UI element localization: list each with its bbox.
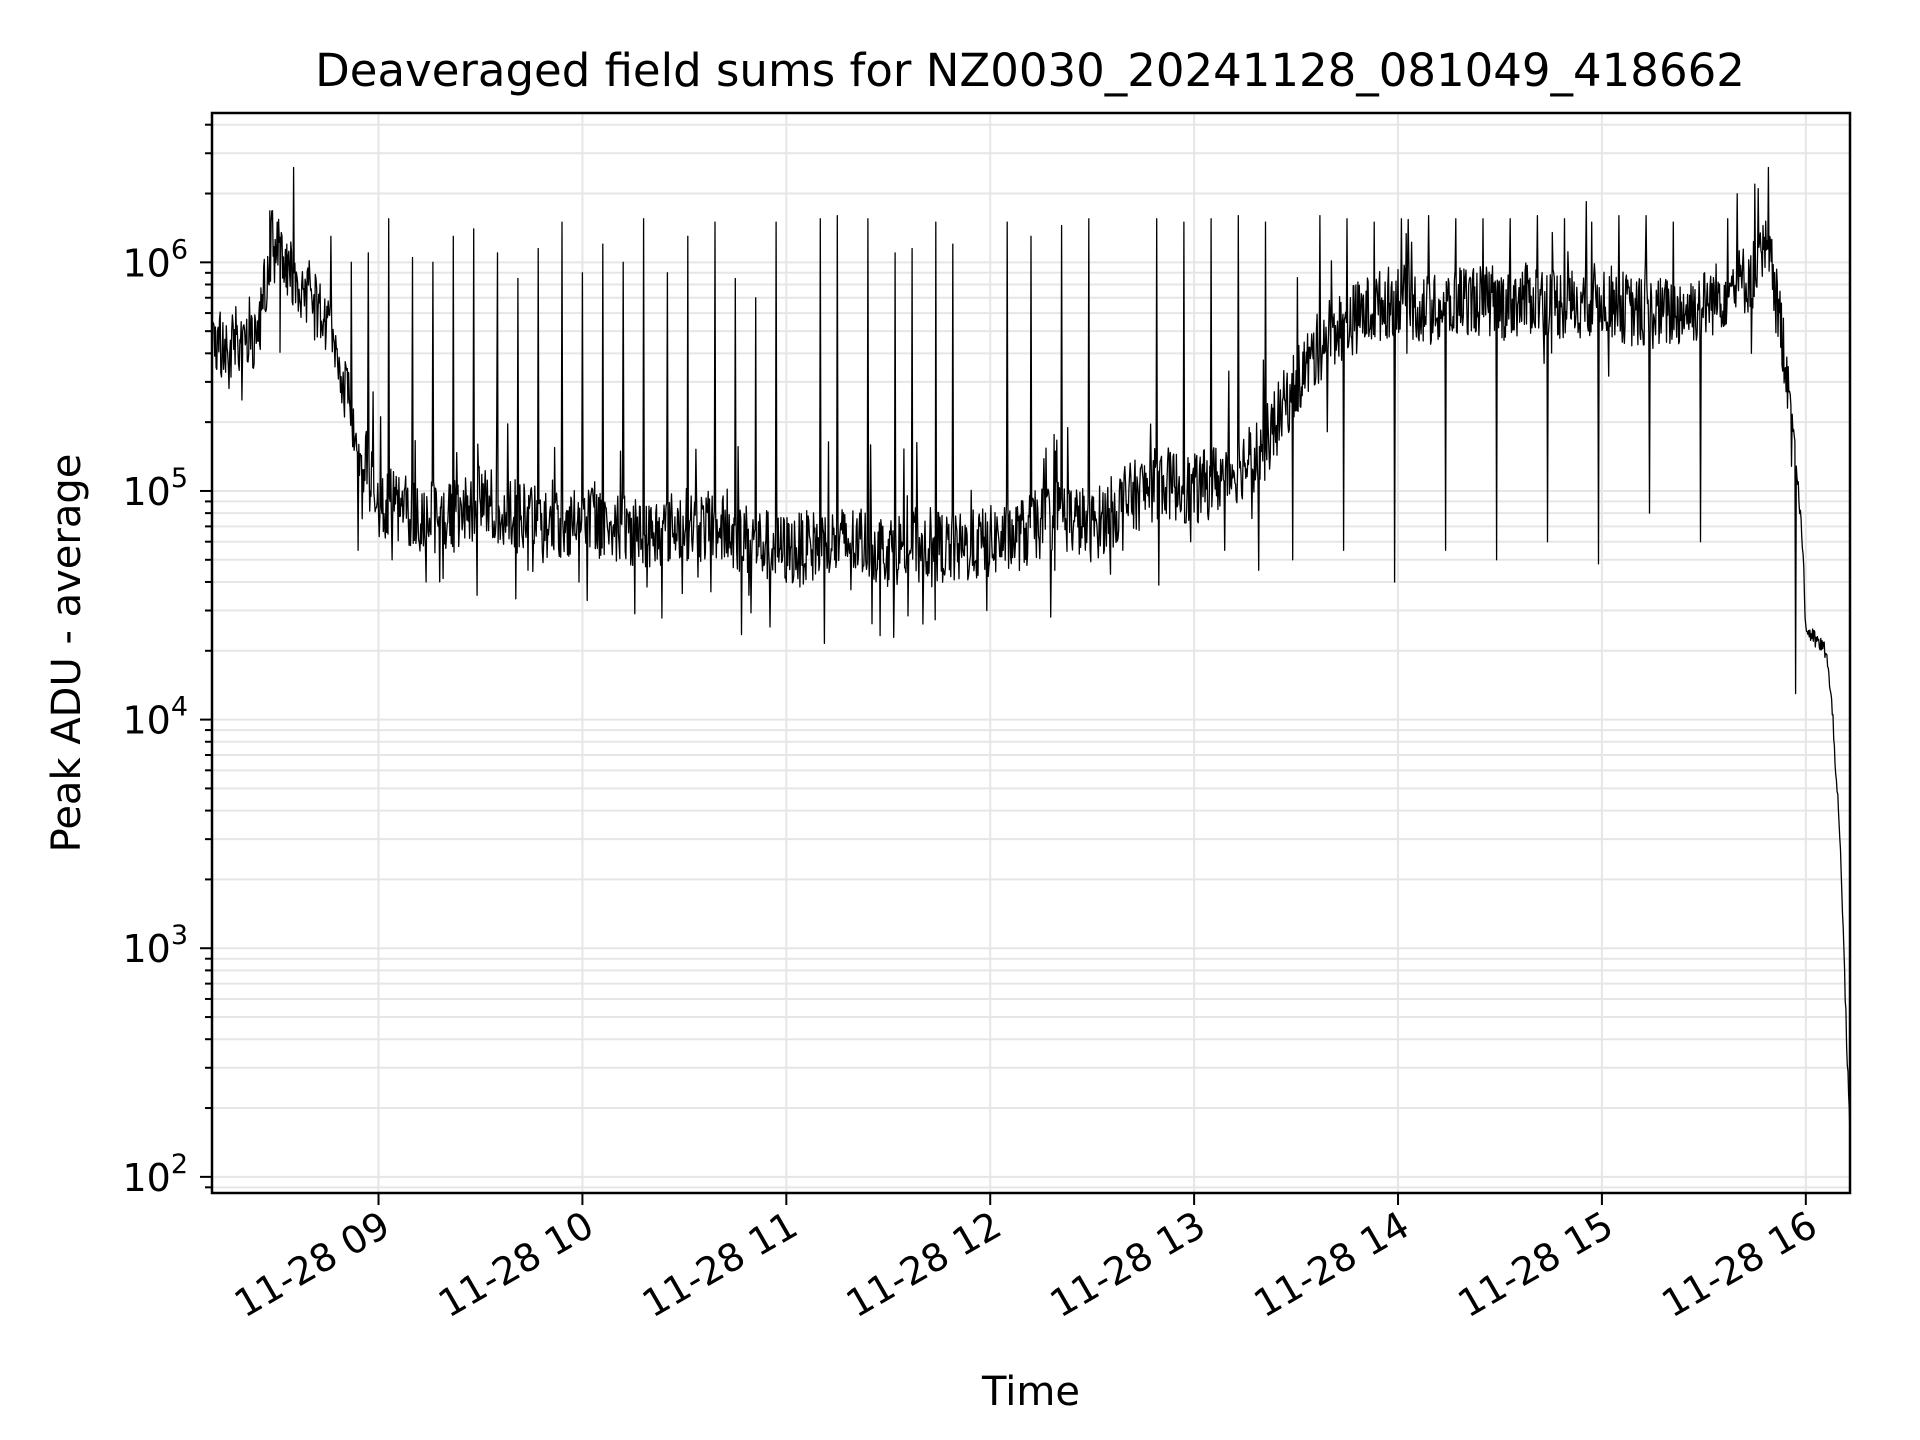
- x-tick-label: 11-28 16: [1654, 1203, 1824, 1327]
- data-series-layer: [211, 166, 1851, 1137]
- x-tick-label: 11-28 14: [1247, 1203, 1417, 1327]
- series-line: [211, 166, 1851, 1137]
- x-tick-label: 11-28 09: [227, 1203, 397, 1327]
- y-tick-label: 103: [122, 920, 188, 971]
- x-tick-label: 11-28 12: [839, 1203, 1009, 1327]
- y-axis-label: Peak ADU - average: [44, 454, 90, 853]
- y-tick-label: 104: [122, 692, 188, 743]
- x-tick-label: 11-28 15: [1450, 1203, 1620, 1327]
- chart-title: Deaveraged field sums for NZ0030_2024112…: [315, 44, 1745, 97]
- y-tick-label: 102: [122, 1149, 188, 1200]
- plot-frame: [210, 111, 1852, 1195]
- x-tick-label: 11-28 11: [635, 1203, 805, 1327]
- y-tick-label: 106: [122, 234, 188, 285]
- x-tick-label: 11-28 10: [431, 1203, 601, 1327]
- grid-lines: [212, 113, 1850, 1193]
- x-axis-label: Time: [981, 1369, 1080, 1415]
- x-tick-label: 11-28 13: [1043, 1203, 1213, 1327]
- y-tick-label: 105: [122, 463, 188, 514]
